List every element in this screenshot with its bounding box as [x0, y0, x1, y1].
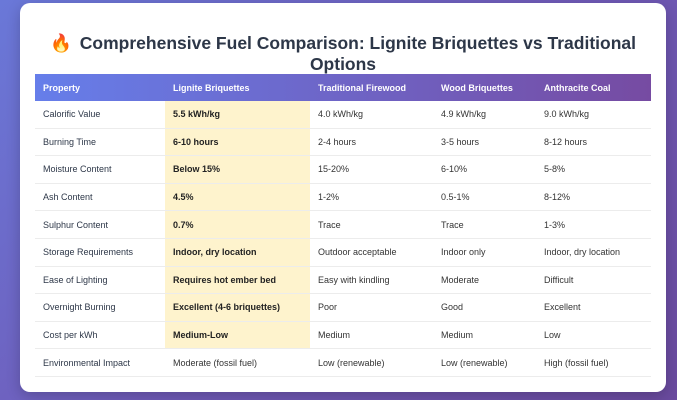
table-row: Overnight Burning Excellent (4-6 briquett…	[35, 293, 651, 322]
fuel-comparison-table: Property Lignite Briquettes Traditional Fi…	[35, 74, 651, 377]
property-cell: Sulphur Content	[35, 210, 165, 239]
value-cell: Low	[536, 321, 651, 350]
property-cell: Overnight Burning	[35, 293, 165, 322]
table-row: Moisture Content Below 15% 15-20% 6-10% 5-8%	[35, 155, 651, 184]
value-cell: 5.5 kWh/kg	[165, 101, 310, 129]
value-cell: Low (renewable)	[433, 348, 536, 377]
value-cell: Trace	[310, 210, 433, 239]
value-cell: 4.0 kWh/kg	[310, 101, 433, 129]
value-cell: Medium	[433, 321, 536, 350]
property-cell: Calorific Value	[35, 101, 165, 129]
value-cell: 4.5%	[165, 183, 310, 212]
property-cell: Ease of Lighting	[35, 266, 165, 295]
property-cell: Cost per kWh	[35, 321, 165, 350]
column-header: Anthracite Coal	[544, 82, 611, 93]
value-cell: Trace	[433, 210, 536, 239]
value-cell: Outdoor acceptable	[310, 238, 433, 267]
value-cell: Easy with kindling	[310, 266, 433, 295]
fire-icon: 🔥	[49, 33, 72, 53]
table-row: Ease of Lighting Requires hot ember bed Ea…	[35, 266, 651, 295]
value-cell: 2-4 hours	[310, 128, 433, 157]
value-cell: Low (renewable)	[310, 348, 433, 377]
table-row: Sulphur Content 0.7% Trace Trace 1-3%	[35, 210, 651, 239]
comparison-card: 🔥 Comprehensive Fuel Comparison: Lignite …	[20, 3, 666, 392]
value-cell: Indoor, dry location	[536, 238, 651, 267]
page-title: 🔥 Comprehensive Fuel Comparison: Lignite …	[20, 33, 666, 75]
table-row: Environmental Impact Moderate (fossil fue…	[35, 348, 651, 377]
table-row: Calorific Value 5.5 kWh/kg 4.0 kWh/kg 4.9 k…	[35, 101, 651, 129]
property-cell: Moisture Content	[35, 155, 165, 184]
value-cell: Excellent (4-6 briquettes)	[165, 293, 310, 322]
column-header: Property	[43, 82, 81, 93]
table-row: Storage Requirements Indoor, dry location…	[35, 238, 651, 267]
table-row: Ash Content 4.5% 1-2% 0.5-1% 8-12%	[35, 183, 651, 212]
value-cell: Medium	[310, 321, 433, 350]
property-cell: Burning Time	[35, 128, 165, 157]
value-cell: Poor	[310, 293, 433, 322]
value-cell: Indoor only	[433, 238, 536, 267]
value-cell: Moderate	[433, 266, 536, 295]
value-cell: 3-5 hours	[433, 128, 536, 157]
property-cell: Environmental Impact	[35, 348, 165, 377]
value-cell: 8-12 hours	[536, 128, 651, 157]
value-cell: Below 15%	[165, 155, 310, 184]
value-cell: 6-10%	[433, 155, 536, 184]
table-row: Cost per kWh Medium-Low Medium Medium Low	[35, 321, 651, 350]
value-cell: 15-20%	[310, 155, 433, 184]
table-row: Burning Time 6-10 hours 2-4 hours 3-5 hours…	[35, 128, 651, 157]
value-cell: 1-2%	[310, 183, 433, 212]
column-header: Wood Briquettes	[441, 82, 513, 93]
value-cell: Good	[433, 293, 536, 322]
value-cell: 5-8%	[536, 155, 651, 184]
value-cell: 6-10 hours	[165, 128, 310, 157]
value-cell: Indoor, dry location	[165, 238, 310, 267]
value-cell: 0.5-1%	[433, 183, 536, 212]
value-cell: Medium-Low	[165, 321, 310, 350]
value-cell: 8-12%	[536, 183, 651, 212]
value-cell: 9.0 kWh/kg	[536, 101, 651, 129]
value-cell: 1-3%	[536, 210, 651, 239]
column-header: Lignite Briquettes	[173, 82, 250, 93]
value-cell: 0.7%	[165, 210, 310, 239]
value-cell: High (fossil fuel)	[536, 348, 651, 377]
value-cell: 4.9 kWh/kg	[433, 101, 536, 129]
property-cell: Ash Content	[35, 183, 165, 212]
value-cell: Moderate (fossil fuel)	[165, 348, 310, 377]
value-cell: Requires hot ember bed	[165, 266, 310, 295]
property-cell: Storage Requirements	[35, 238, 165, 267]
value-cell: Excellent	[536, 293, 651, 322]
column-header: Traditional Firewood	[318, 82, 407, 93]
value-cell: Difficult	[536, 266, 651, 295]
table-header-row: Property Lignite Briquettes Traditional Fi…	[35, 74, 651, 101]
page-title-text: Comprehensive Fuel Comparison: Lignite B…	[79, 33, 636, 74]
